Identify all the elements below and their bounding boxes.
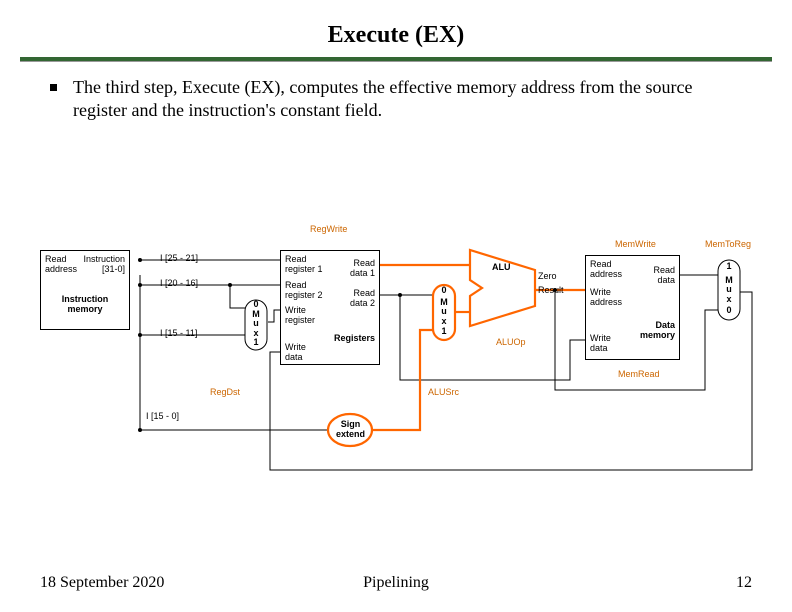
block-instruction-memory: Readaddress Instruction[31-0] Instructio…: [40, 250, 130, 330]
bullet-item: The third step, Execute (EX), computes t…: [0, 76, 792, 121]
block-register-file: Readregister 1 Readregister 2 Writeregis…: [280, 250, 380, 365]
regfile-label: Registers: [334, 334, 375, 344]
signext-label: Signextend: [336, 420, 365, 440]
footer-topic: Pipelining: [0, 574, 792, 592]
sig-regdst: RegDst: [210, 388, 240, 398]
dmem-ra: Readaddress: [590, 260, 622, 280]
dmem-wa: Writeaddress: [590, 288, 622, 308]
sig-memtoreg: MemToReg: [705, 240, 751, 250]
dmem-rd: Readdata: [653, 266, 675, 286]
regfile-wr: Writeregister: [285, 306, 315, 326]
regfile-rd2: Readdata 2: [350, 289, 375, 309]
regfile-wd: Writedata: [285, 343, 306, 363]
regfile-rr1: Readregister 1: [285, 255, 323, 275]
mux-memtoreg-label: Mux: [720, 276, 738, 304]
footer-page: 12: [736, 574, 752, 592]
mux-alusrc-sel1: 1: [435, 327, 453, 336]
mux-regdst-label: Mux: [247, 310, 265, 338]
block-data-memory: Readaddress Writeaddress Writedata Readd…: [585, 255, 680, 360]
sig-aluop: ALUOp: [496, 338, 526, 348]
dmem-label: Datamemory: [640, 321, 675, 341]
mux-regdst-sel1: 1: [247, 338, 265, 347]
bullet-marker: [50, 84, 57, 91]
mux-alusrc-sel0: 0: [435, 286, 453, 295]
title-rule: [20, 57, 772, 62]
imem-port-readaddr: Readaddress: [45, 255, 77, 275]
imem-port-instruction: Instruction[31-0]: [83, 255, 125, 275]
alu-result: Result: [538, 286, 564, 296]
bullet-text: The third step, Execute (EX), computes t…: [73, 76, 743, 121]
alu-zero: Zero: [538, 272, 557, 282]
sig-memread: MemRead: [618, 370, 660, 380]
regfile-rr2: Readregister 2: [285, 281, 323, 301]
alu-label: ALU: [492, 263, 511, 273]
mux-memtoreg-sel0: 0: [720, 306, 738, 315]
field-i15-11: I [15 - 11]: [160, 329, 197, 339]
mux-memtoreg-sel1: 1: [720, 262, 738, 271]
page-title: Execute (EX): [0, 0, 792, 57]
sig-regwrite: RegWrite: [310, 225, 347, 235]
field-i15-0: I [15 - 0]: [146, 412, 179, 422]
field-i25-21: I [25 - 21]: [160, 254, 198, 264]
sig-memwrite: MemWrite: [615, 240, 656, 250]
dmem-wd: Writedata: [590, 334, 611, 354]
mux-alusrc-label: Mux: [435, 298, 453, 326]
regfile-rd1: Readdata 1: [350, 259, 375, 279]
field-i20-16: I [20 - 16]: [160, 279, 198, 289]
pipeline-diagram: Readaddress Instruction[31-0] Instructio…: [40, 230, 770, 480]
imem-label: Instructionmemory: [41, 295, 129, 315]
sig-alusrc: ALUSrc: [428, 388, 459, 398]
